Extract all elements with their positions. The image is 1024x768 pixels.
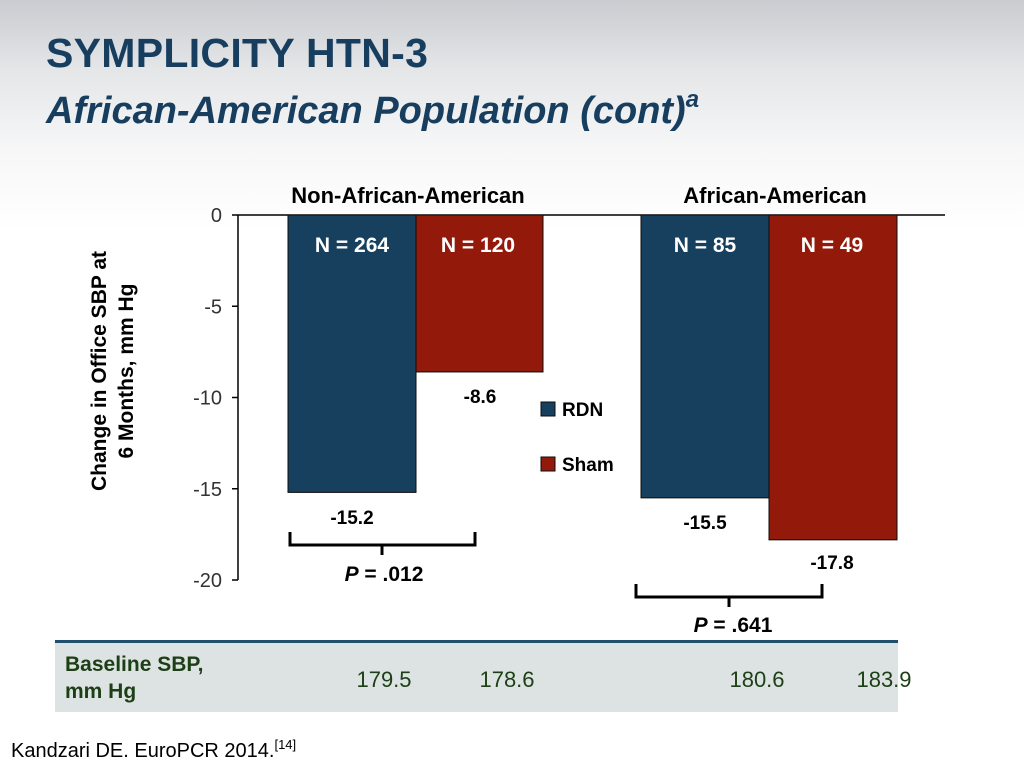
baseline-sbp-label-line2: mm Hg xyxy=(65,680,137,703)
baseline-value-rdn-non-african-american: 179.5 xyxy=(356,667,412,692)
n-label-rdn-non-african-american: N = 264 xyxy=(315,234,389,257)
pvalue-label-african-american: P = .641 xyxy=(694,614,773,637)
y-ticks: 0 -5 -10 -15 -20 xyxy=(193,205,238,592)
pvalue-value-african-american: = .641 xyxy=(708,614,773,637)
y-tick-label: 0 xyxy=(211,205,222,227)
slide-title: SYMPLICITY HTN-3 xyxy=(46,30,429,76)
legend-label-rdn: RDN xyxy=(562,400,603,421)
y-tick-label: -15 xyxy=(193,479,222,501)
baseline-sbp-label-line1: Baseline SBP, xyxy=(65,653,204,676)
y-axis-label-line2: 6 Months, mm Hg xyxy=(115,283,138,458)
citation: Kandzari DE. EuroPCR 2014.[14] xyxy=(11,737,297,763)
value-label-sham-non-african-american: -8.6 xyxy=(464,387,497,408)
pvalue-bracket-african-american xyxy=(634,584,824,607)
baseline-value-sham-african-american: 183.9 xyxy=(856,667,912,692)
y-tick-label: -5 xyxy=(204,296,222,318)
subtitle-text: African-American Population (cont) xyxy=(46,90,686,132)
n-label-sham-african-american: N = 49 xyxy=(801,234,863,257)
pvalue-value-non-african-american: = .012 xyxy=(359,563,424,586)
n-label-rdn-african-american: N = 85 xyxy=(674,234,737,257)
baseline-value-rdn-african-american: 180.6 xyxy=(729,667,785,692)
baseline-sbp-label: Baseline SBP, mm Hg xyxy=(65,651,265,705)
value-label-rdn-non-african-american: -15.2 xyxy=(330,508,373,529)
baseline-value-sham-non-african-american: 178.6 xyxy=(479,667,535,692)
y-axis-label-line1: Change in Office SBP at xyxy=(88,251,111,491)
pvalue-bracket-non-african-american xyxy=(288,532,477,555)
subtitle-superscript: a xyxy=(685,86,700,113)
bar-sham-african-american xyxy=(768,214,898,541)
y-tick-label: -20 xyxy=(193,570,222,592)
slide-subtitle: African-American Population (cont)a xyxy=(46,88,699,133)
legend-swatch-sham xyxy=(540,456,556,472)
value-label-rdn-african-american: -15.5 xyxy=(683,513,727,534)
y-tick-label: -10 xyxy=(193,388,222,410)
group-label-african-american: African-American xyxy=(683,183,866,208)
citation-ref: [14] xyxy=(274,737,297,752)
n-label-sham-non-african-american: N = 120 xyxy=(441,234,515,257)
pvalue-prefix-african-american: P xyxy=(694,614,709,637)
legend-label-sham: Sham xyxy=(562,455,614,476)
bar-rdn-african-american xyxy=(640,214,770,499)
pvalue-prefix-non-african-american: P xyxy=(345,563,360,586)
bar-rdn-non-african-american xyxy=(287,214,417,493)
citation-text: Kandzari DE. EuroPCR 2014. xyxy=(11,740,275,762)
legend-swatch-rdn xyxy=(540,401,556,417)
baseline-sbp-panel: Baseline SBP, mm Hg 179.5 178.6 180.6 18… xyxy=(55,640,912,712)
pvalue-label-non-african-american: P = .012 xyxy=(345,563,424,586)
bar-sham-non-african-american xyxy=(415,214,544,373)
legend: RDN Sham xyxy=(540,400,614,476)
group-label-non-african-american: Non-African-American xyxy=(291,183,524,208)
value-label-sham-african-american: -17.8 xyxy=(810,553,853,574)
